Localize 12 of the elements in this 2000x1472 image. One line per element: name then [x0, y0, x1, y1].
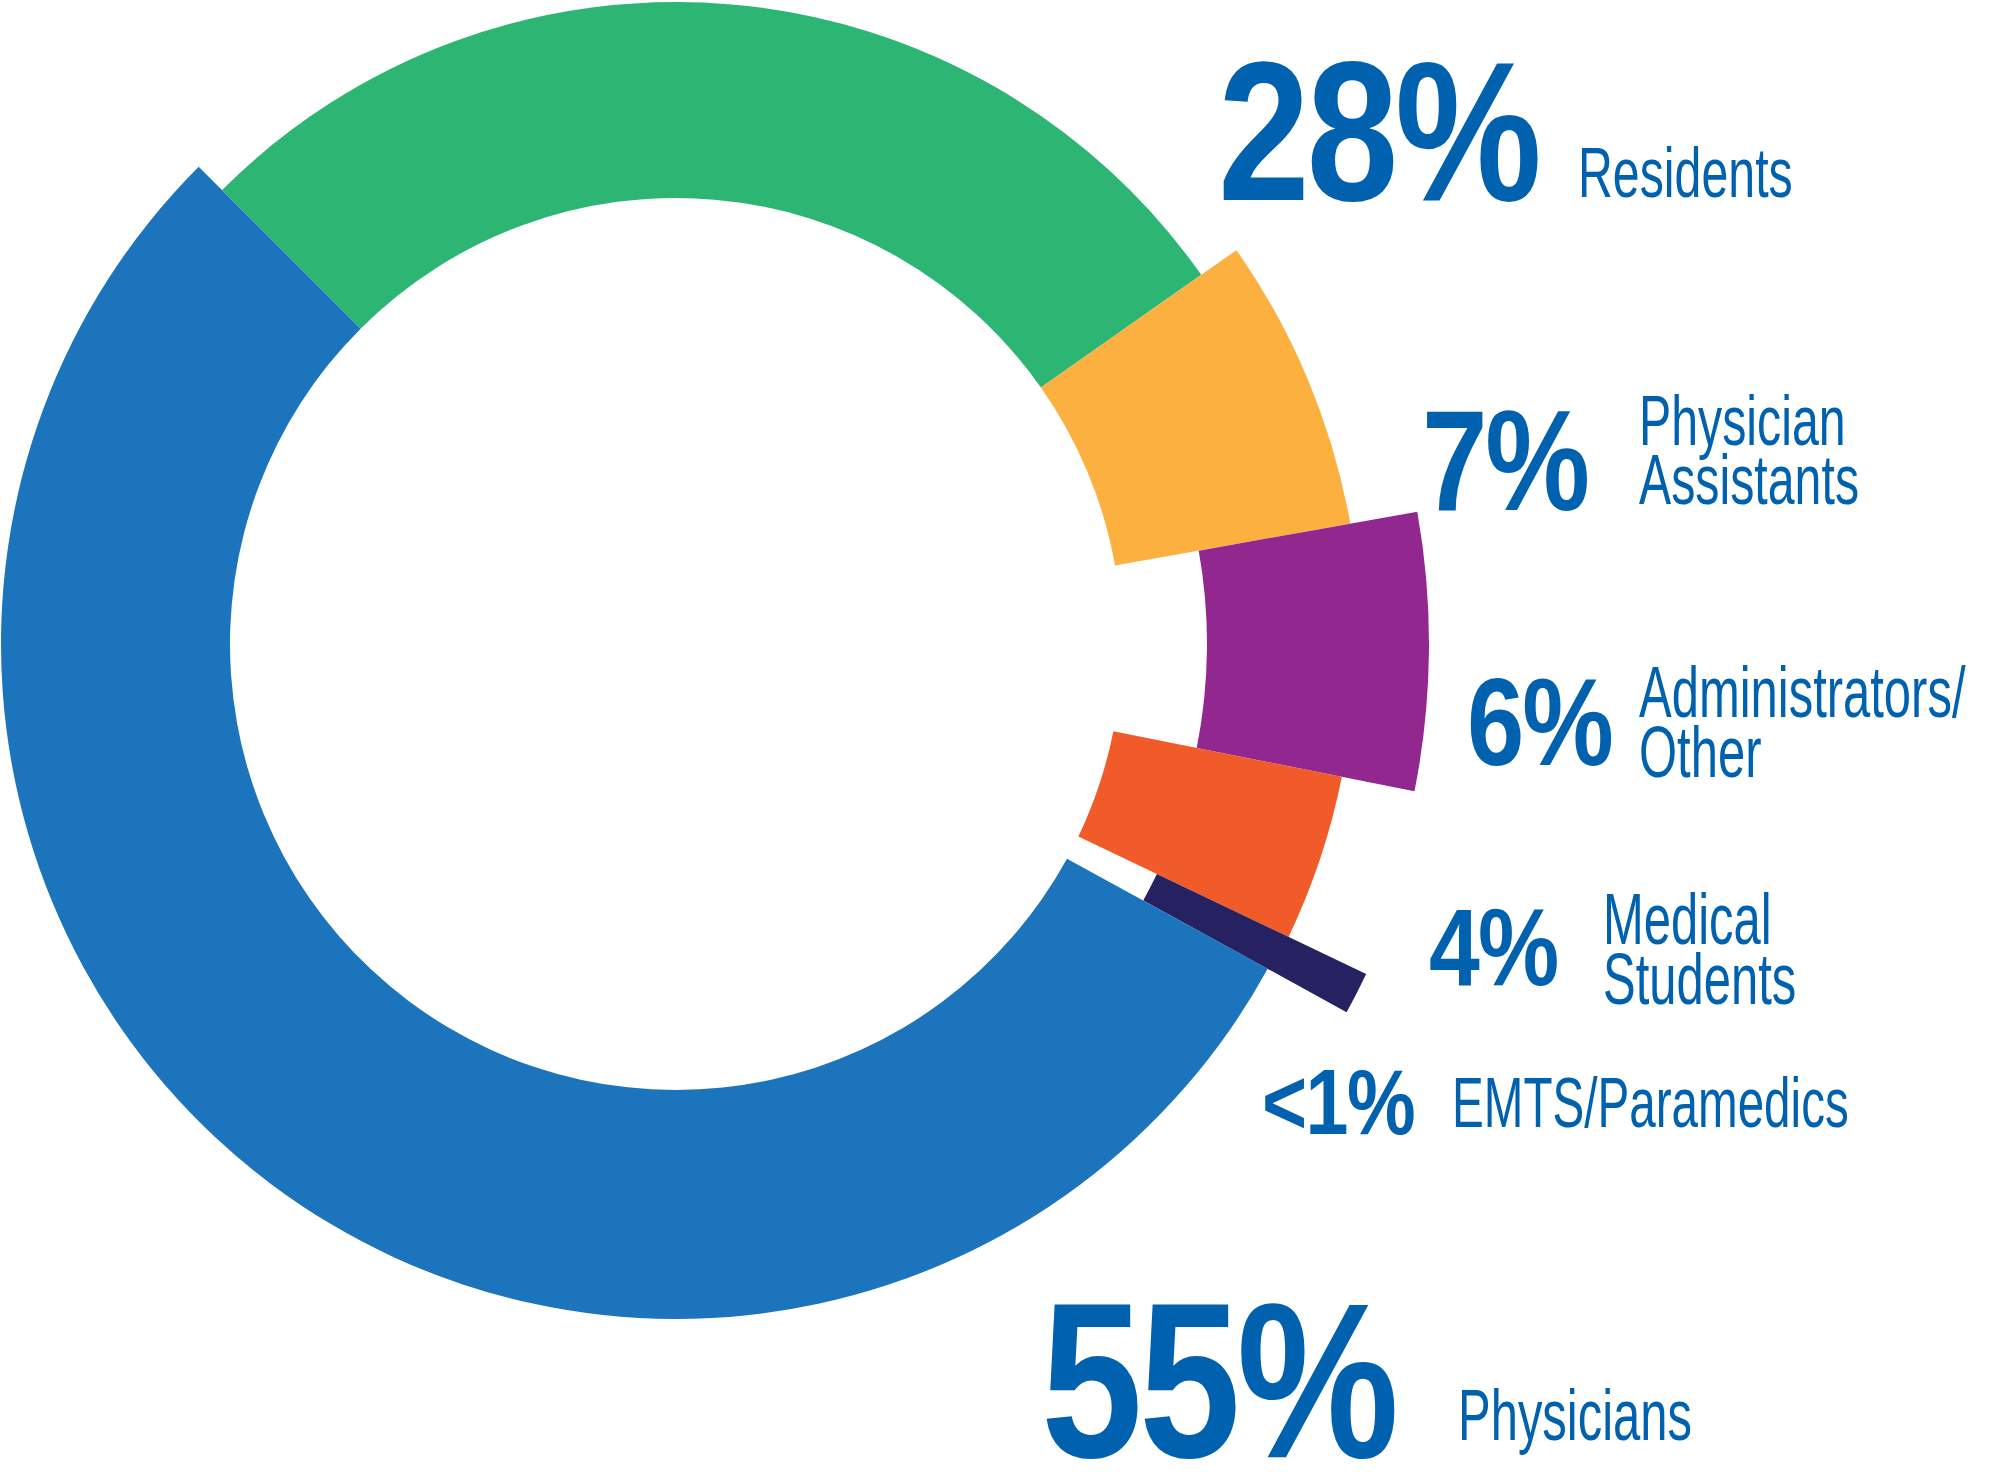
data-label: 28%	[1218, 19, 1539, 242]
data-label: 6%	[1467, 653, 1612, 792]
slice-label: Residents	[1578, 132, 1793, 212]
slice-label: EMTS/Paramedics	[1452, 1063, 1849, 1142]
data-label: 4%	[1429, 884, 1558, 1008]
slice-label: Physician Assistants	[1639, 380, 1860, 519]
slice-label: Medical Students	[1603, 879, 1797, 1019]
data-label: 55%	[1041, 1257, 1396, 1472]
data-label: 7%	[1422, 380, 1588, 540]
slice-label: Administrators/ Other	[1639, 652, 1966, 792]
slice-label: Physicians	[1458, 1375, 1693, 1456]
data-label: <1%	[1262, 1050, 1415, 1155]
